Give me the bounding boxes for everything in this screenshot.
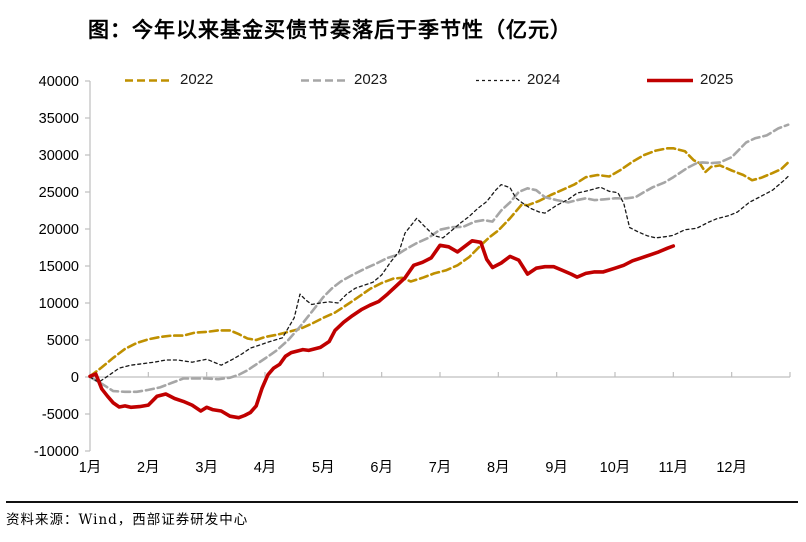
x-tick-label: 6月 xyxy=(370,460,393,476)
x-tick-label: 2月 xyxy=(137,460,160,476)
legend-swatch-2025-icon xyxy=(647,78,693,82)
y-tick-label: 30000 xyxy=(39,148,79,164)
y-tick-label: 15000 xyxy=(39,259,79,275)
legend-item-2025: 2025 xyxy=(646,72,733,88)
x-tick-label: 4月 xyxy=(254,460,277,476)
legend-item-2023: 2023 xyxy=(300,72,387,88)
legend-label-2025: 2025 xyxy=(700,71,734,88)
legend-label-2022: 2022 xyxy=(180,71,214,88)
legend-item-2024: 2024 xyxy=(475,72,560,88)
y-tick-label: 10000 xyxy=(39,296,79,312)
x-tick-label: 1月 xyxy=(79,460,102,476)
y-tick-label: 5000 xyxy=(47,333,79,349)
y-tick-label: -10000 xyxy=(34,444,79,460)
x-tick-label: 9月 xyxy=(545,460,568,476)
legend-swatch-2024-icon xyxy=(476,79,520,81)
legend-label-2023: 2023 xyxy=(354,71,388,88)
y-tick-label: 35000 xyxy=(39,111,79,127)
source-divider xyxy=(6,501,798,503)
x-tick-label: 3月 xyxy=(195,460,218,476)
y-tick-label: 20000 xyxy=(39,222,79,238)
legend-item-2022: 2022 xyxy=(124,72,213,88)
series-line-2023 xyxy=(88,123,790,394)
x-tick-label: 8月 xyxy=(487,460,510,476)
x-tick-label: 11月 xyxy=(659,460,689,476)
source-note: 资料来源：Wind，西部证券研发中心 xyxy=(6,512,249,528)
legend-swatch-2023-icon xyxy=(301,78,347,82)
series-line-2022 xyxy=(88,147,790,378)
legend-label-2024: 2024 xyxy=(527,71,561,88)
y-tick-label: 0 xyxy=(71,370,79,386)
x-tick-label: 5月 xyxy=(312,460,335,476)
legend-swatch-2022-icon xyxy=(125,78,173,82)
x-tick-label: 7月 xyxy=(429,460,452,476)
y-tick-label: -5000 xyxy=(42,407,79,423)
x-tick-label: 10月 xyxy=(600,460,631,476)
chart-title: 图：今年以来基金买债节奏落后于季节性（亿元） xyxy=(88,17,572,42)
series-line-2025 xyxy=(88,239,676,420)
y-tick-label: 40000 xyxy=(39,74,79,90)
series-line-2024 xyxy=(89,175,790,383)
y-tick-label: 25000 xyxy=(39,185,79,201)
x-tick-label: 12月 xyxy=(716,460,747,476)
